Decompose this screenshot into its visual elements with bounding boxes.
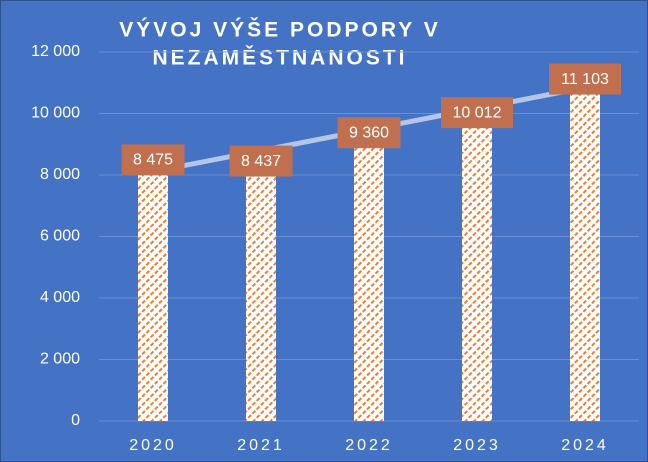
chart-title: VÝVOJ VÝŠE PODPORY V [119,18,440,42]
data-label: 10 012 [453,104,502,121]
data-label-box [337,117,401,149]
x-tick-label: 2023 [453,437,501,454]
bar [570,79,600,421]
y-tick-label: 6 000 [40,228,80,245]
bar [462,113,492,422]
data-label: 8 475 [133,152,173,169]
bar [246,161,276,421]
data-label: 8 437 [241,153,281,170]
y-tick-label: 8 000 [40,166,80,183]
y-tick-label: 0 [71,412,80,429]
x-tick-label: 2024 [561,437,609,454]
data-label-box [549,63,621,95]
bar [138,160,168,422]
data-label-box [441,97,513,129]
y-tick-label: 12 000 [31,43,80,60]
y-tick-label: 10 000 [31,105,80,122]
x-tick-label: 2022 [345,437,393,454]
y-tick-label: 4 000 [40,289,80,306]
y-tick-label: 2 000 [40,351,80,368]
bar [354,133,384,421]
data-label: 11 103 [561,71,609,88]
data-label-box [121,144,185,176]
data-label: 9 360 [349,124,389,141]
x-tick-label: 2021 [237,437,285,454]
chart-title: NEZAMĚSTNANOSTI [153,46,408,70]
data-label-box [229,145,293,177]
x-tick-label: 2020 [129,437,177,454]
